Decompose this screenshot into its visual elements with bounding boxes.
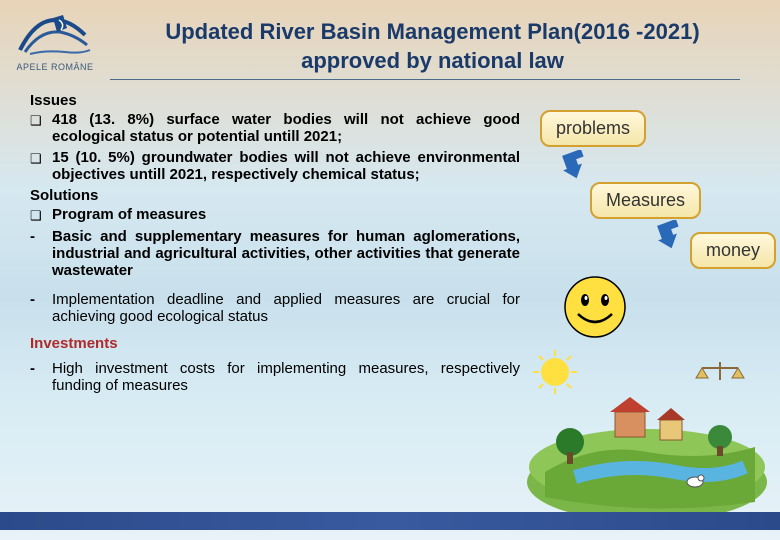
solutions-heading: Solutions [30, 187, 520, 204]
issue-item: ❑ 15 (10. 5%) groundwater bodies will no… [30, 149, 520, 183]
smiley-icon [560, 272, 630, 342]
solution-item: - Basic and supplementary measures for h… [30, 228, 520, 279]
logo: APELE ROMÂNE [5, 10, 105, 72]
issue-item: ❑ 418 (13. 8%) surface water bodies will… [30, 111, 520, 145]
page-title: Updated River Basin Management Plan(2016… [105, 10, 760, 75]
program-text: Program of measures [52, 206, 520, 224]
solution-text: Basic and supplementary measures for hum… [52, 228, 520, 279]
logo-graphic [15, 10, 95, 60]
diagram-column: problems Measures money [520, 92, 760, 398]
solution-item: - Implementation deadline and applied me… [30, 291, 520, 325]
footer-bar [0, 512, 780, 530]
box-problems: problems [540, 110, 646, 147]
solution-text: Implementation deadline and applied meas… [52, 291, 520, 325]
arrow-icon [560, 150, 590, 180]
text-column: Issues ❑ 418 (13. 8%) surface water bodi… [30, 92, 520, 398]
header: APELE ROMÂNE Updated River Basin Managem… [0, 0, 780, 75]
content: Issues ❑ 418 (13. 8%) surface water bodi… [0, 80, 780, 398]
logo-text: APELE ROMÂNE [16, 62, 93, 72]
arrow-icon [655, 220, 685, 250]
issues-heading: Issues [30, 92, 520, 109]
box-measures: Measures [590, 182, 701, 219]
box-money: money [690, 232, 776, 269]
solution-program: ❑ Program of measures [30, 206, 520, 224]
checkbox-icon: ❑ [30, 206, 52, 224]
landscape-illustration [525, 342, 770, 522]
dash-icon: - [30, 228, 52, 279]
title-line-1: Updated River Basin Management Plan(2016… [165, 19, 699, 44]
dash-icon: - [30, 291, 52, 325]
investment-text: High investment costs for implementing m… [52, 360, 520, 394]
checkbox-icon: ❑ [30, 149, 52, 183]
checkbox-icon: ❑ [30, 111, 52, 145]
dash-icon: - [30, 360, 52, 394]
investments-heading: Investments [30, 335, 520, 352]
investment-item: - High investment costs for implementing… [30, 360, 520, 394]
issue-text: 418 (13. 8%) surface water bodies will n… [52, 111, 520, 145]
issue-text: 15 (10. 5%) groundwater bodies will not … [52, 149, 520, 183]
title-line-2: approved by national law [301, 48, 564, 73]
